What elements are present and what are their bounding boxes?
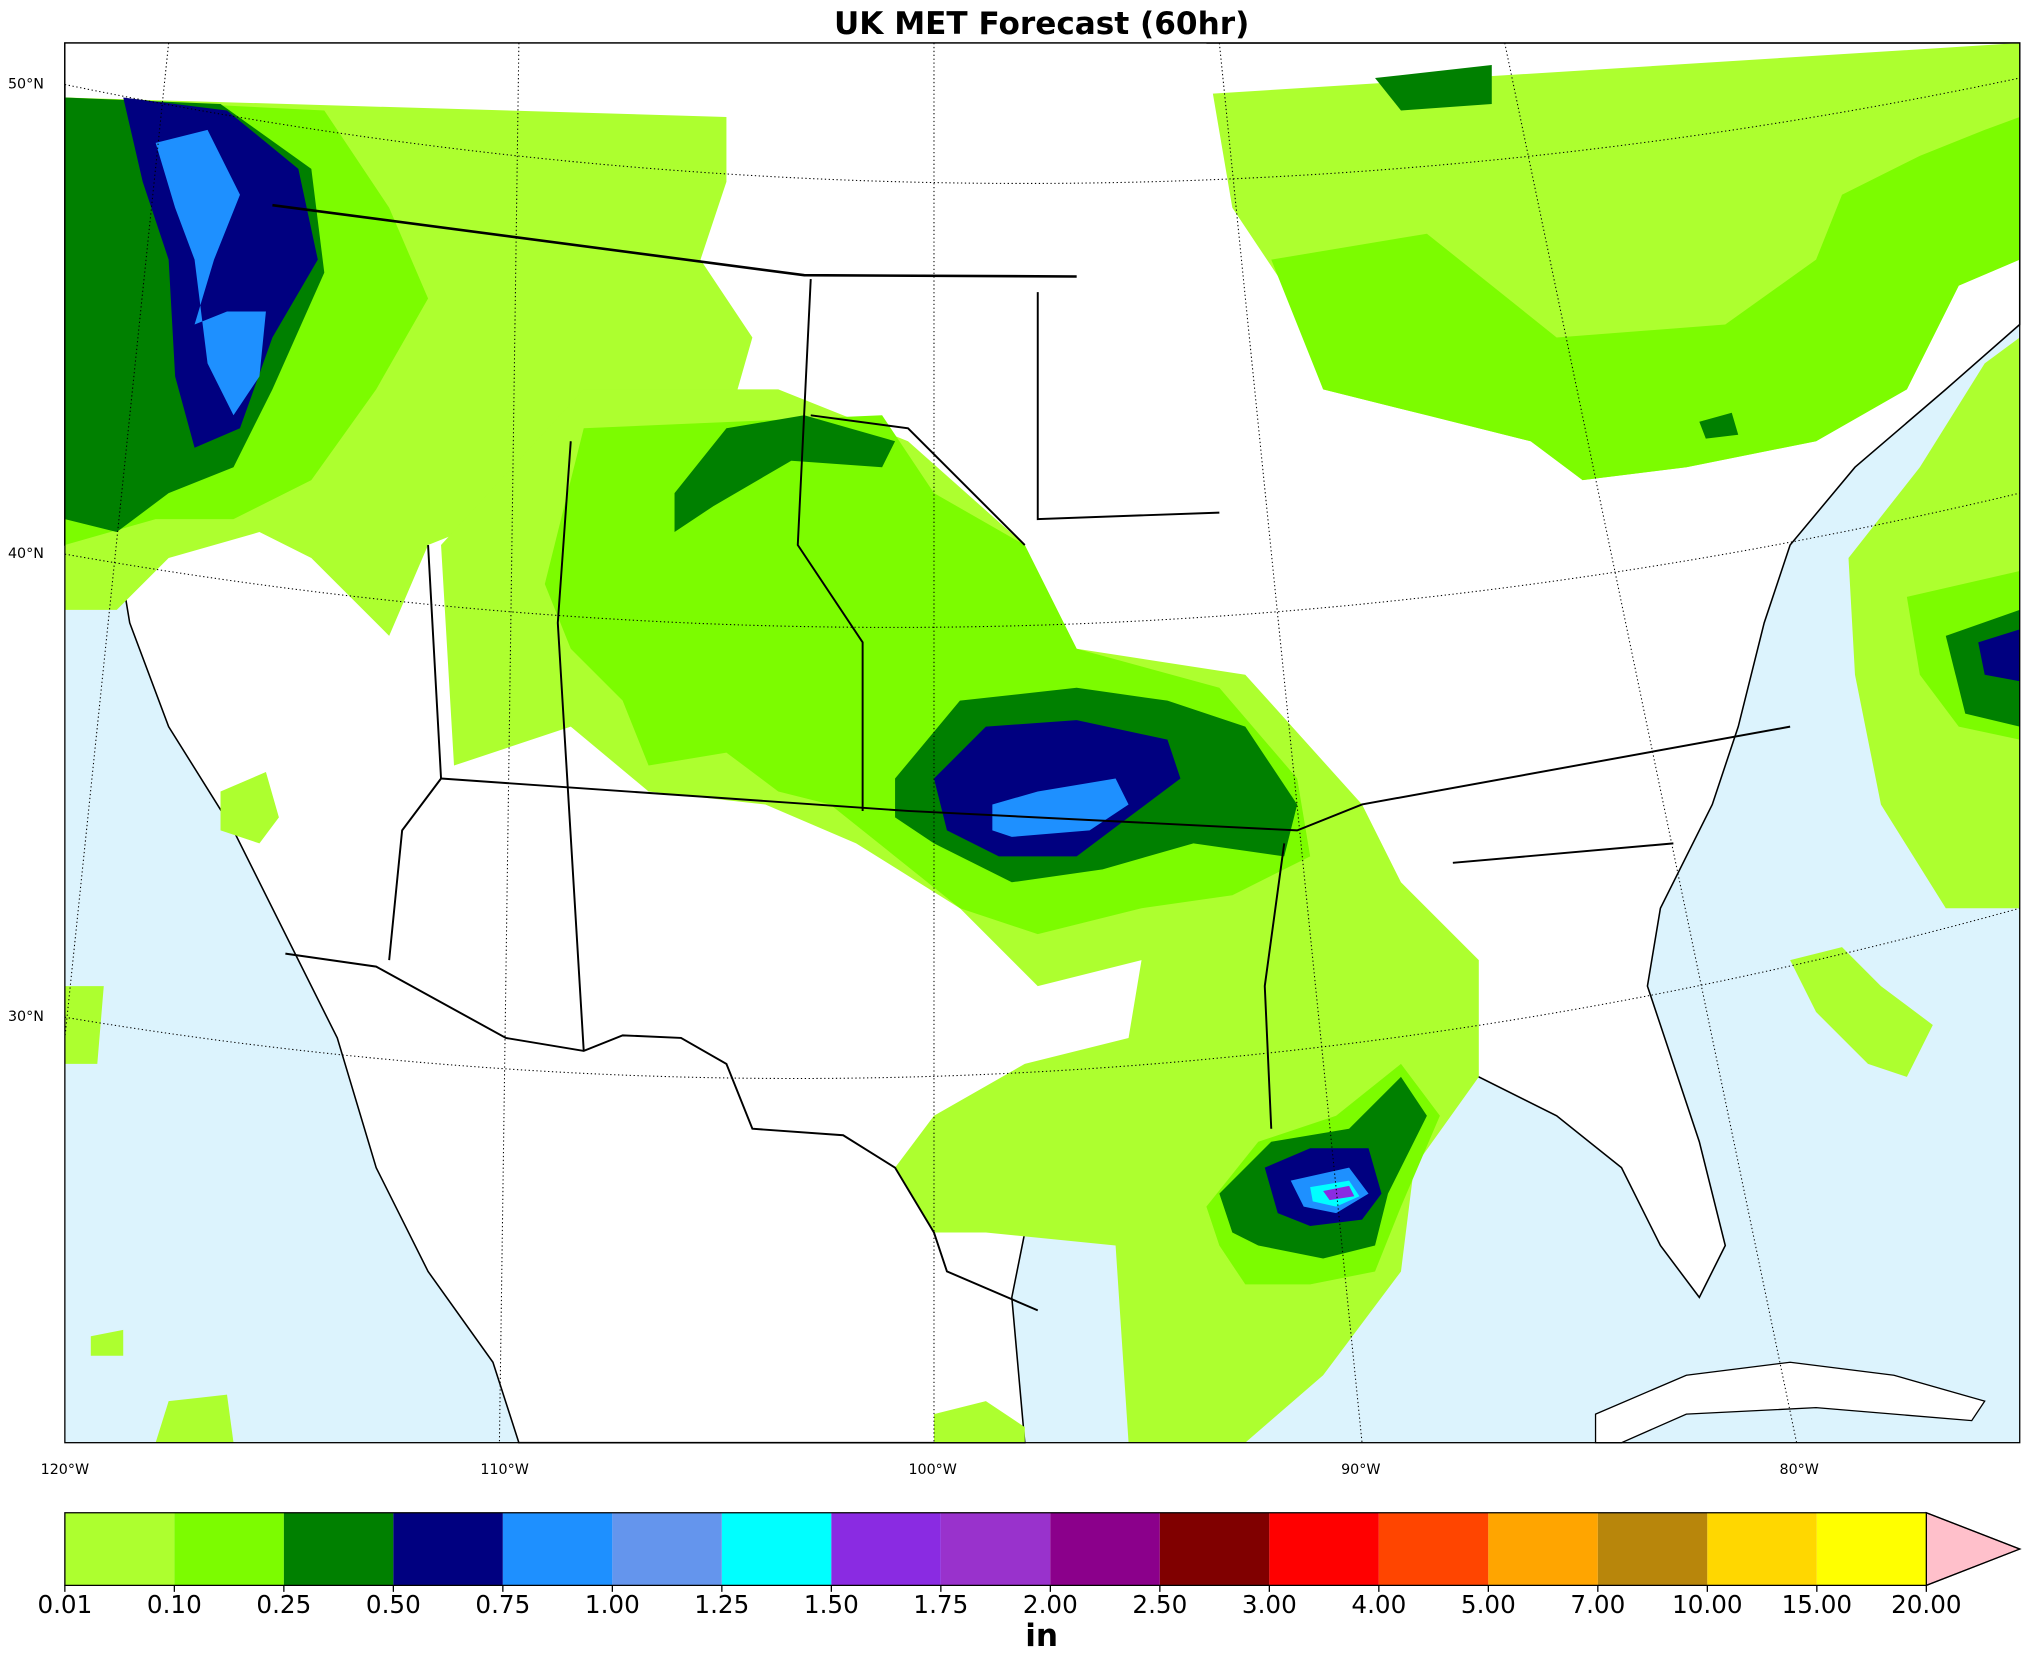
title: UK MET Forecast (60hr) xyxy=(834,6,1249,42)
colorbar-tick-label: 1.00 xyxy=(585,1590,640,1619)
colorbar-tick-label: 0.01 xyxy=(37,1590,92,1619)
colorbar-segment xyxy=(1597,1512,1708,1586)
colorbar-tick-label: 10.00 xyxy=(1672,1590,1742,1619)
colorbar-segment xyxy=(64,1512,175,1586)
colorbar-tick-label: 4.00 xyxy=(1351,1590,1406,1619)
colorbar-tick-label: 5.00 xyxy=(1461,1590,1516,1619)
colorbar-segment xyxy=(831,1512,941,1586)
colorbar-segment xyxy=(283,1512,394,1586)
colorbar-tick-label: 1.50 xyxy=(804,1590,859,1619)
colorbar-unit: in xyxy=(1025,1618,1058,1654)
lon-label: 80°W xyxy=(1780,1462,1819,1478)
colorbar-tick-label: 3.00 xyxy=(1242,1590,1297,1619)
colorbar-segment xyxy=(502,1512,613,1586)
map-frame xyxy=(64,42,2021,1444)
colorbar-segment xyxy=(1269,1512,1379,1586)
precip-area xyxy=(933,1401,1025,1443)
colorbar-tick-label: 7.00 xyxy=(1570,1590,1625,1619)
precip-area xyxy=(1375,65,1492,111)
lat-label: 30°N xyxy=(8,1009,44,1025)
precip-area xyxy=(1790,947,1933,1077)
precip-area xyxy=(1323,1185,1355,1201)
lon-label: 90°W xyxy=(1341,1462,1380,1478)
colorbar-frame xyxy=(64,1512,2022,1587)
precip-area xyxy=(1978,629,2020,682)
colorbar-segment xyxy=(1159,1512,1270,1586)
lon-label: 100°W xyxy=(908,1462,956,1478)
outside-projection xyxy=(64,43,1213,111)
precip-area xyxy=(674,415,896,533)
colorbar-segment xyxy=(612,1512,722,1586)
precip-area xyxy=(64,986,104,1064)
colorbar-tick-label: 2.50 xyxy=(1132,1590,1187,1619)
colorbar-segment xyxy=(174,1512,284,1586)
colorbar-tick-label: 20.00 xyxy=(1891,1590,1961,1619)
precip-area xyxy=(155,129,266,416)
colorbar-tick-label: 2.00 xyxy=(1023,1590,1078,1619)
precip-area xyxy=(1271,116,2020,481)
borders xyxy=(272,203,1791,1312)
colorbar-segment xyxy=(1050,1512,1160,1586)
lon-labels: 120°W 110°W 100°W 90°W 80°W xyxy=(41,1462,1819,1478)
colorbar-segment xyxy=(1378,1512,1489,1586)
colorbar-tick-label: 0.10 xyxy=(147,1590,202,1619)
colorbar-segment xyxy=(393,1512,503,1586)
colorbar-tick-label: 1.75 xyxy=(913,1590,968,1619)
lat-labels: 50°N 40°N 30°N xyxy=(8,77,44,1026)
graticule xyxy=(64,42,2020,1443)
precipitation xyxy=(64,43,2020,1443)
colorbar-tick-label: 1.25 xyxy=(694,1590,749,1619)
lat-label: 50°N xyxy=(8,77,44,93)
colorbar-tick-label: 0.50 xyxy=(366,1590,421,1619)
lon-label: 120°W xyxy=(41,1462,89,1478)
colorbar-tick-label: 15.00 xyxy=(1782,1590,1852,1619)
colorbar-segment xyxy=(940,1512,1051,1586)
colorbar-segment xyxy=(1488,1512,1598,1586)
precip-area xyxy=(155,1394,234,1443)
precip-area xyxy=(1699,412,1739,439)
colorbar: 0.01 0.10 0.25 0.50 0.75 1.00 1.25 1.50 1.75 2.00… xyxy=(37,1511,2022,1619)
colorbar-tick-label: 0.75 xyxy=(475,1590,530,1619)
lon-label: 110°W xyxy=(480,1462,528,1478)
colorbar-segment xyxy=(1816,1512,1927,1586)
colorbar-segment xyxy=(721,1512,832,1586)
map xyxy=(64,42,2021,1444)
precip-area xyxy=(90,1329,124,1356)
colorbar-tick-label: 0.25 xyxy=(256,1590,311,1619)
colorbar-segment xyxy=(1707,1512,1817,1586)
lat-label: 40°N xyxy=(8,546,44,562)
colorbar-extension xyxy=(1925,1511,2022,1587)
precip-area xyxy=(220,772,279,844)
precip-area xyxy=(992,778,1129,837)
